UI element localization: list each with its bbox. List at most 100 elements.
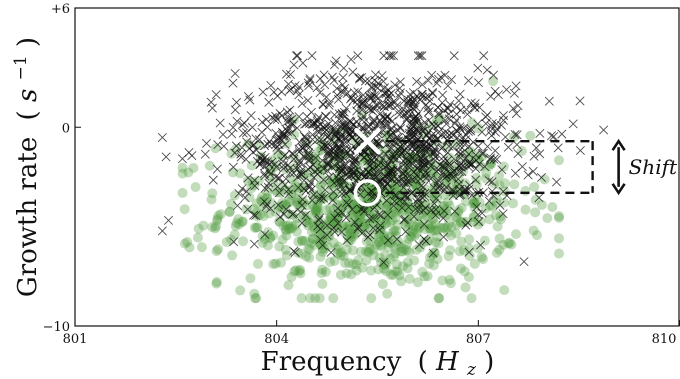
data-point-cross (206, 97, 216, 107)
data-point-circle (471, 179, 482, 190)
data-point-cross (549, 131, 559, 141)
data-point-cross (262, 157, 272, 167)
data-point-cross (260, 171, 270, 181)
data-point-circle (292, 247, 303, 258)
data-point-circle (346, 269, 357, 280)
highlight-markers (353, 127, 382, 207)
data-point-cross (322, 158, 332, 168)
data-point-circle (451, 220, 462, 231)
data-point-circle (477, 254, 488, 265)
data-point-cross (428, 147, 438, 157)
data-point-cross (451, 126, 462, 136)
data-point-circle (280, 244, 291, 255)
data-point-cross (481, 112, 491, 122)
data-point-circle (292, 197, 303, 208)
data-point-cross (345, 145, 355, 155)
data-point-cross (477, 149, 487, 159)
data-point-circle (314, 170, 325, 181)
data-point-circle (353, 255, 364, 266)
data-point-cross (380, 162, 390, 172)
data-point-cross (357, 103, 367, 113)
data-point-cross (249, 239, 259, 249)
data-point-cross (523, 170, 533, 180)
data-point-cross (273, 200, 283, 210)
data-point-cross (329, 223, 339, 233)
data-point-circle (383, 242, 394, 253)
data-point-cross (552, 177, 562, 187)
data-point-circle (456, 236, 467, 247)
mean-circle-marker (353, 179, 382, 207)
data-point-cross (315, 224, 325, 234)
data-point-circle (379, 259, 390, 270)
data-point-circle (305, 293, 316, 304)
y-axis-label-var: s (13, 89, 43, 102)
data-point-cross (350, 217, 360, 227)
data-point-cross (323, 151, 334, 161)
data-point-circle (394, 270, 405, 281)
data-point-cross (477, 127, 487, 137)
data-point-cross (320, 80, 330, 90)
data-point-cross (423, 157, 433, 167)
data-point-cross (327, 124, 337, 134)
data-point-cross (288, 149, 298, 159)
data-point-cross (294, 82, 304, 92)
data-point-cross (508, 104, 518, 114)
data-point-cross (304, 148, 314, 158)
data-point-cross (363, 121, 373, 131)
data-point-circle (284, 223, 295, 234)
data-point-circle (426, 225, 437, 236)
data-point-cross (444, 109, 454, 119)
data-point-cross (380, 114, 390, 124)
data-point-circle (338, 226, 349, 237)
data-point-cross (332, 83, 342, 93)
data-point-cross (227, 129, 237, 139)
data-point-circle (349, 201, 360, 212)
data-point-cross (289, 60, 299, 70)
data-point-circle (287, 221, 298, 232)
data-point-cross (464, 247, 474, 257)
data-point-circle (450, 211, 461, 222)
data-point-circle (296, 293, 307, 304)
data-point-circle (383, 237, 394, 248)
data-point-cross (454, 147, 464, 157)
data-point-cross (260, 229, 270, 240)
data-point-cross (338, 73, 348, 83)
data-point-cross (466, 98, 476, 108)
data-point-cross (252, 156, 262, 166)
x-axis-label-var: H (435, 347, 460, 377)
data-point-circle (310, 205, 321, 216)
data-point-circle (392, 266, 403, 277)
data-point-circle (325, 203, 336, 214)
data-point-cross (300, 119, 310, 129)
data-point-circle (433, 293, 444, 304)
data-point-circle (490, 210, 501, 221)
data-point-cross (491, 119, 501, 129)
data-point-circle (361, 255, 372, 266)
data-point-circle (396, 246, 407, 257)
data-point-circle (536, 199, 547, 210)
data-point-cross (274, 132, 284, 142)
data-point-circle (425, 252, 436, 263)
data-point-cross (374, 151, 384, 161)
data-point-cross (535, 128, 545, 138)
data-point-circle (433, 238, 444, 249)
data-point-circle (539, 174, 550, 185)
data-point-cross (423, 103, 433, 113)
data-point-cross (417, 153, 427, 163)
data-point-cross (392, 234, 402, 244)
data-point-cross (242, 128, 252, 138)
data-point-cross (394, 176, 404, 186)
data-point-circle (445, 230, 456, 241)
data-point-cross (359, 167, 369, 177)
x-tick-label: 810 (652, 332, 677, 347)
data-point-cross (232, 97, 242, 107)
data-point-circle (414, 222, 425, 233)
data-point-circle (408, 221, 419, 232)
data-point-circle (437, 208, 448, 219)
data-point-circle (397, 246, 408, 257)
data-point-circle (472, 219, 483, 230)
data-point-cross (486, 153, 496, 163)
data-point-cross (385, 138, 395, 148)
data-point-circle (198, 220, 209, 231)
data-point-circle (296, 235, 307, 246)
